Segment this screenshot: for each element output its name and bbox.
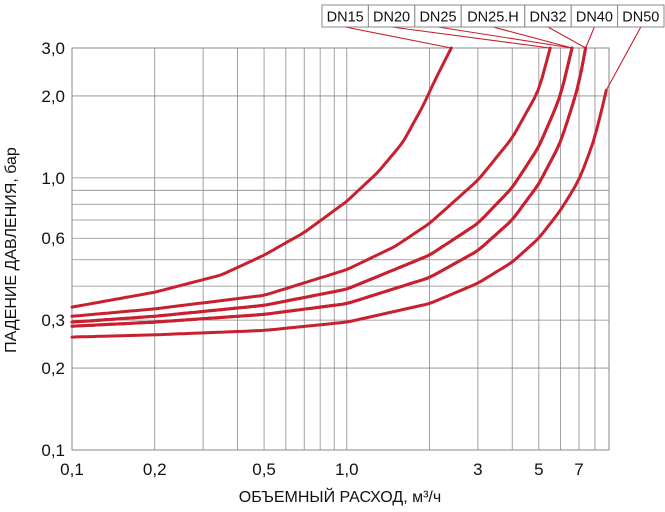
plot-frame (71, 47, 610, 451)
curve-dn25 (70, 46, 574, 324)
legend-label: DN25 (419, 10, 456, 26)
legend-label: DN40 (576, 10, 613, 26)
curve-dn32 (70, 46, 588, 328)
legend-label: DN50 (622, 10, 659, 26)
y-tick-label: 0,2 (41, 359, 65, 378)
leader-line (585, 26, 595, 49)
x-tick-label: 7 (574, 460, 583, 479)
curves (70, 46, 608, 339)
x-tick-labels: 0,1 0,2 0,5 1,0 3 5 7 (60, 460, 584, 479)
y-tick-label: 0,6 (41, 229, 65, 248)
legend-leader-lines (345, 26, 642, 91)
leader-line (605, 26, 642, 91)
x-tick-label: 3 (473, 460, 482, 479)
curve-dn25-h (70, 46, 574, 324)
leader-line (437, 26, 573, 49)
y-tick-label: 1,0 (41, 169, 65, 188)
y-tick-label: 0,1 (41, 441, 65, 460)
curve-dn20 (70, 46, 552, 318)
x-tick-label: 5 (534, 460, 543, 479)
leader-line (547, 26, 586, 49)
leader-line (492, 26, 573, 49)
curve-dn15 (70, 46, 453, 309)
x-axis-title: ОБЪЕМНЫЙ РАСХОД, м³/ч (239, 487, 441, 506)
x-tick-label: 0,1 (60, 460, 84, 479)
leader-line (345, 26, 452, 49)
x-tick-label: 0,5 (252, 460, 276, 479)
curve-dn40 (70, 46, 588, 328)
y-tick-label: 0,3 (41, 311, 65, 330)
legend-label: DN15 (327, 10, 364, 26)
x-tick-label: 0,2 (143, 460, 167, 479)
y-tick-labels: 0,1 0,2 0,3 0,6 1,0 2,0 3,0 (41, 39, 65, 460)
x-tick-label: 1,0 (335, 460, 359, 479)
legend-label: DN32 (529, 10, 566, 26)
y-tick-label: 2,0 (41, 87, 65, 106)
curve-dn50 (70, 88, 608, 339)
leader-line (391, 26, 551, 49)
legend-label: DN20 (373, 10, 410, 26)
legend-label: DN25.H (467, 10, 519, 26)
legend: DN15 DN20 DN25 DN25.H DN32 DN40 DN50 (321, 4, 665, 28)
legend-box (617, 4, 665, 28)
y-axis-title: ПАДЕНИЕ ДАВЛЕНИЯ, бар (3, 147, 20, 353)
y-tick-label: 3,0 (41, 39, 65, 58)
